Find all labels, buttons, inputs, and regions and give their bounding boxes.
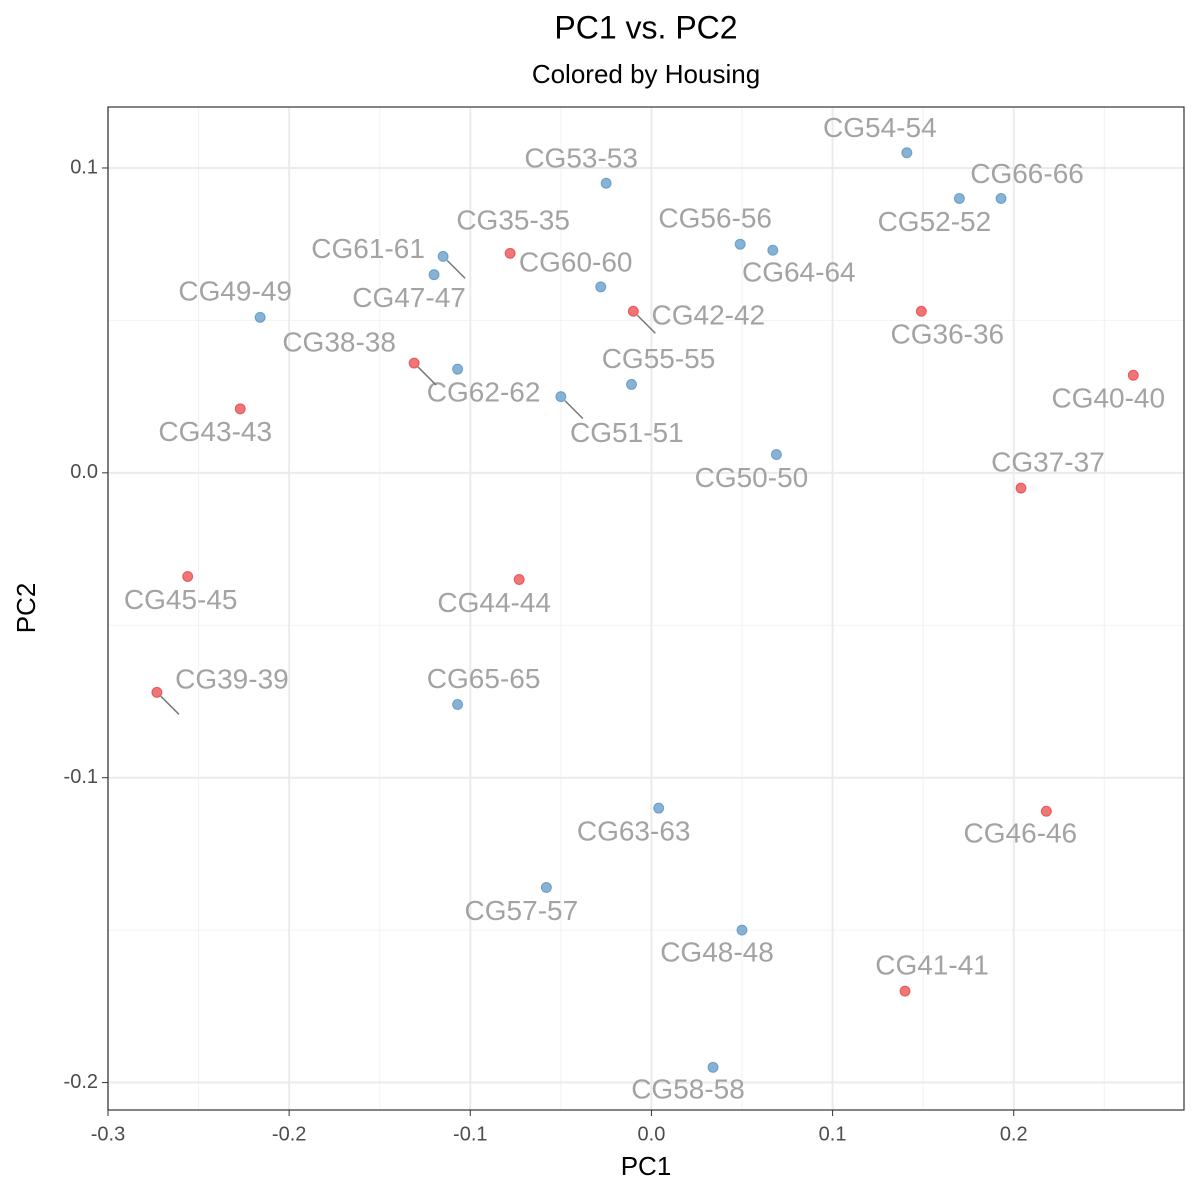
point-label: CG51-51 <box>570 417 684 448</box>
point-label: CG60-60 <box>519 246 633 277</box>
y-tick-label: -0.2 <box>64 1071 98 1093</box>
point-label: CG63-63 <box>577 816 691 847</box>
point-label: CG56-56 <box>658 203 772 234</box>
point-label: CG37-37 <box>991 446 1105 477</box>
point-label: CG40-40 <box>1051 383 1165 414</box>
x-tick-label: -0.2 <box>272 1123 306 1145</box>
point-label: CG64-64 <box>742 257 856 288</box>
point-label: CG46-46 <box>964 818 1078 849</box>
label-connector <box>417 366 437 386</box>
point <box>901 147 913 159</box>
chart-subtitle: Colored by Housing <box>532 59 760 89</box>
plot-border <box>107 106 1185 1111</box>
point <box>600 177 612 189</box>
point-label: CG49-49 <box>178 276 292 307</box>
point <box>437 250 449 262</box>
point <box>1127 369 1139 381</box>
point-label: CG65-65 <box>427 663 541 694</box>
y-tick-label: 0.1 <box>70 156 98 178</box>
point-label: CG52-52 <box>878 206 992 237</box>
point-label: CG47-47 <box>352 282 466 313</box>
point-label: CG45-45 <box>124 584 238 615</box>
point <box>736 924 748 936</box>
point <box>734 238 746 250</box>
x-tick-label: 0.2 <box>1000 1123 1028 1145</box>
point <box>770 449 782 461</box>
point-label: CG42-42 <box>652 300 766 331</box>
point <box>428 269 440 281</box>
point <box>653 802 665 814</box>
point-label: CG62-62 <box>427 377 541 408</box>
point-label: CG54-54 <box>823 112 937 143</box>
point <box>1040 805 1052 817</box>
point <box>254 311 266 323</box>
point <box>513 574 525 586</box>
y-tick-label: 0.0 <box>70 461 98 483</box>
point <box>915 305 927 317</box>
point-label: CG43-43 <box>158 416 272 447</box>
x-tick-label: 0.1 <box>819 1123 847 1145</box>
chart-title: PC1 vs. PC2 <box>554 9 737 45</box>
point <box>408 357 420 369</box>
point <box>899 985 911 997</box>
label-connector <box>564 400 584 420</box>
y-axis-title: PC2 <box>11 583 41 634</box>
point <box>151 686 163 698</box>
point-label: CG44-44 <box>437 587 551 618</box>
point-label: CG53-53 <box>524 143 638 174</box>
point <box>995 192 1007 204</box>
point <box>626 378 638 390</box>
point <box>595 281 607 293</box>
point <box>452 363 464 375</box>
point-label: CG61-61 <box>311 233 425 264</box>
point-label: CG66-66 <box>970 158 1084 189</box>
point-label: CG41-41 <box>875 949 989 980</box>
label-connector <box>160 695 180 715</box>
point <box>627 305 639 317</box>
point <box>504 247 516 259</box>
point <box>707 1061 719 1073</box>
point <box>182 570 194 582</box>
point-label: CG36-36 <box>891 319 1005 350</box>
point <box>767 244 779 256</box>
point <box>234 403 246 415</box>
point-label: CG39-39 <box>175 664 289 695</box>
label-connector <box>446 259 466 279</box>
point-label: CG57-57 <box>465 895 579 926</box>
point-label: CG35-35 <box>456 205 570 236</box>
label-connector <box>636 314 656 334</box>
point-label: CG55-55 <box>602 343 716 374</box>
x-axis-title: PC1 <box>621 1151 672 1181</box>
point-label: CG58-58 <box>631 1074 745 1105</box>
y-tick-label: -0.1 <box>64 766 98 788</box>
point-label: CG50-50 <box>695 462 809 493</box>
x-tick-label: -0.3 <box>91 1123 125 1145</box>
point <box>555 391 567 403</box>
point <box>953 192 965 204</box>
point-label: CG38-38 <box>282 326 396 357</box>
x-tick-label: 0.0 <box>638 1123 666 1145</box>
point <box>1015 482 1027 494</box>
point <box>540 881 552 893</box>
point-label: CG48-48 <box>660 937 774 968</box>
point <box>452 699 464 711</box>
x-tick-label: -0.1 <box>453 1123 487 1145</box>
